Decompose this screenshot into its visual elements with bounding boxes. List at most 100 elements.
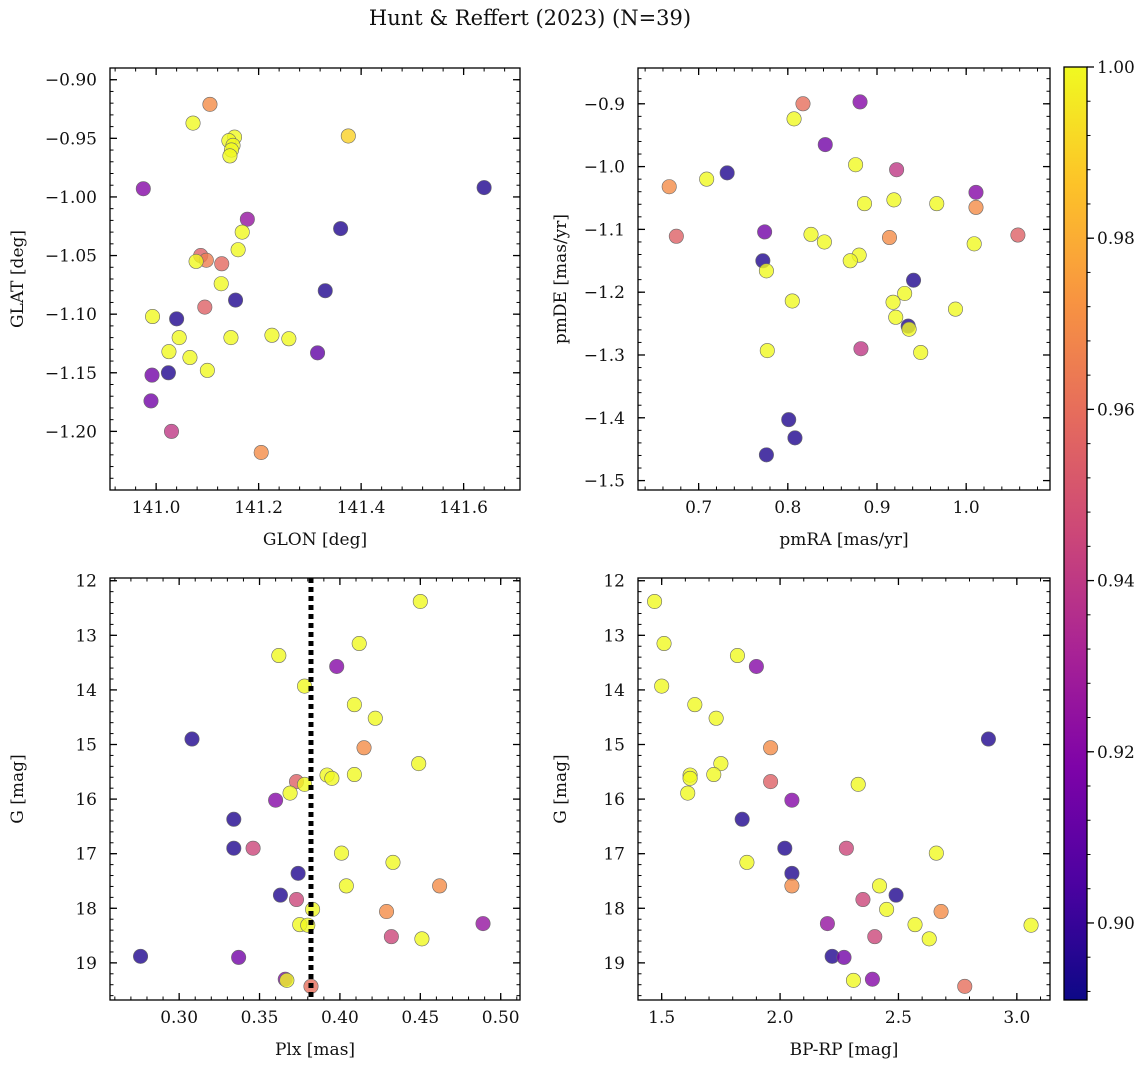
y-tick-label: 17	[603, 845, 625, 865]
data-point	[929, 196, 945, 212]
y-tick-label: 14	[75, 681, 97, 701]
data-point	[668, 228, 684, 244]
data-point	[855, 892, 871, 908]
data-point	[169, 311, 185, 327]
y-tick-label: 16	[603, 790, 625, 810]
x-tick-label: 0.9	[863, 498, 890, 518]
y-tick-label: −1.05	[45, 247, 97, 267]
y-tick-label: 16	[75, 790, 97, 810]
data-point	[748, 658, 764, 674]
data-point	[654, 678, 670, 694]
data-point	[913, 344, 929, 360]
data-point	[1010, 227, 1026, 243]
data-point	[199, 362, 215, 378]
y-tick-label: −0.95	[45, 129, 97, 149]
data-point	[881, 230, 897, 246]
y-tick-label: −1.5	[584, 472, 625, 492]
data-point	[383, 929, 399, 945]
data-point	[906, 272, 922, 288]
data-point	[758, 263, 774, 279]
data-point	[786, 111, 802, 127]
data-point	[271, 648, 287, 664]
data-point	[687, 697, 703, 713]
data-point	[947, 301, 963, 317]
panel-plx-g: 0.30 0.35 0.40 0.45 0.50 12 13 14 15 16 17 18 19 Plx …	[8, 572, 521, 1060]
data-point	[853, 341, 869, 357]
data-point	[317, 283, 333, 299]
data-point	[346, 697, 362, 713]
data-point	[889, 162, 905, 178]
data-point	[135, 181, 151, 197]
data-point	[324, 770, 340, 786]
data-point	[966, 236, 982, 252]
data-point	[763, 774, 779, 790]
y-tick-label: 14	[603, 681, 625, 701]
data-point	[432, 878, 448, 894]
data-point	[656, 636, 672, 652]
data-point	[706, 767, 722, 783]
y-tick-label: 18	[603, 899, 625, 919]
data-point	[968, 199, 984, 215]
data-point	[739, 854, 755, 870]
x-tick-label: 0.30	[160, 1008, 198, 1028]
x-tick-label: 0.50	[482, 1008, 520, 1028]
y-tick-label: −1.10	[45, 305, 97, 325]
data-point	[928, 845, 944, 861]
data-point	[202, 96, 218, 112]
data-point	[886, 192, 902, 208]
data-point	[223, 330, 239, 346]
data-point	[281, 331, 297, 347]
y-tick-label: −1.0	[584, 158, 625, 178]
data-point	[763, 740, 779, 756]
data-point	[234, 224, 250, 240]
data-point	[980, 731, 996, 747]
data-point	[885, 294, 901, 310]
x-tick-label: 141.2	[234, 498, 283, 518]
data-point	[144, 367, 160, 383]
x-tick-label: 1.5	[648, 1008, 675, 1028]
y-tick-label: 19	[603, 954, 625, 974]
data-point	[133, 948, 149, 964]
x-axis-label: pmRA [mas/yr]	[779, 530, 908, 550]
x-tick-label: 3.0	[1003, 1008, 1030, 1028]
data-point	[414, 931, 430, 947]
y-tick-label: −1.00	[45, 188, 97, 208]
data-point	[957, 978, 973, 994]
data-point	[245, 840, 261, 856]
y-tick-label: −1.3	[584, 346, 625, 366]
x-tick-label: 2.5	[885, 1008, 912, 1028]
axis-ticks	[110, 67, 520, 491]
x-tick-label: 2.0	[767, 1008, 794, 1028]
data-point	[661, 179, 677, 195]
data-point	[411, 756, 427, 772]
data-point	[879, 901, 895, 917]
data-point	[729, 648, 745, 664]
data-point	[279, 972, 295, 988]
data-point	[901, 321, 917, 337]
data-point	[857, 196, 873, 212]
data-point	[817, 137, 833, 153]
data-point	[230, 242, 246, 258]
data-point	[145, 309, 161, 325]
colorbar-tick-label: 1.00	[1097, 58, 1135, 78]
data-point	[214, 256, 230, 272]
data-point	[758, 447, 774, 463]
axis-ticks	[638, 68, 1050, 490]
axes-frame	[109, 577, 521, 1001]
data-point	[759, 343, 775, 359]
data-point	[185, 115, 201, 131]
data-point	[290, 865, 306, 881]
x-tick-label: 0.8	[774, 498, 801, 518]
data-point	[476, 180, 492, 196]
data-point	[933, 904, 949, 920]
x-tick-label: 0.7	[685, 498, 712, 518]
colorbar-gradient	[1063, 66, 1088, 1001]
data-point	[412, 593, 428, 609]
panel-pmra-pmde: 0.7 0.8 0.9 1.0 −1.5 −1.4 −1.3 −1.2 −1.1 −1.0 −0.9…	[551, 67, 1051, 550]
data-point	[188, 253, 204, 269]
data-point	[367, 710, 383, 726]
data-point	[222, 148, 238, 164]
data-point	[852, 94, 868, 110]
x-tick-label: 141.0	[132, 498, 181, 518]
data-point	[228, 292, 244, 308]
